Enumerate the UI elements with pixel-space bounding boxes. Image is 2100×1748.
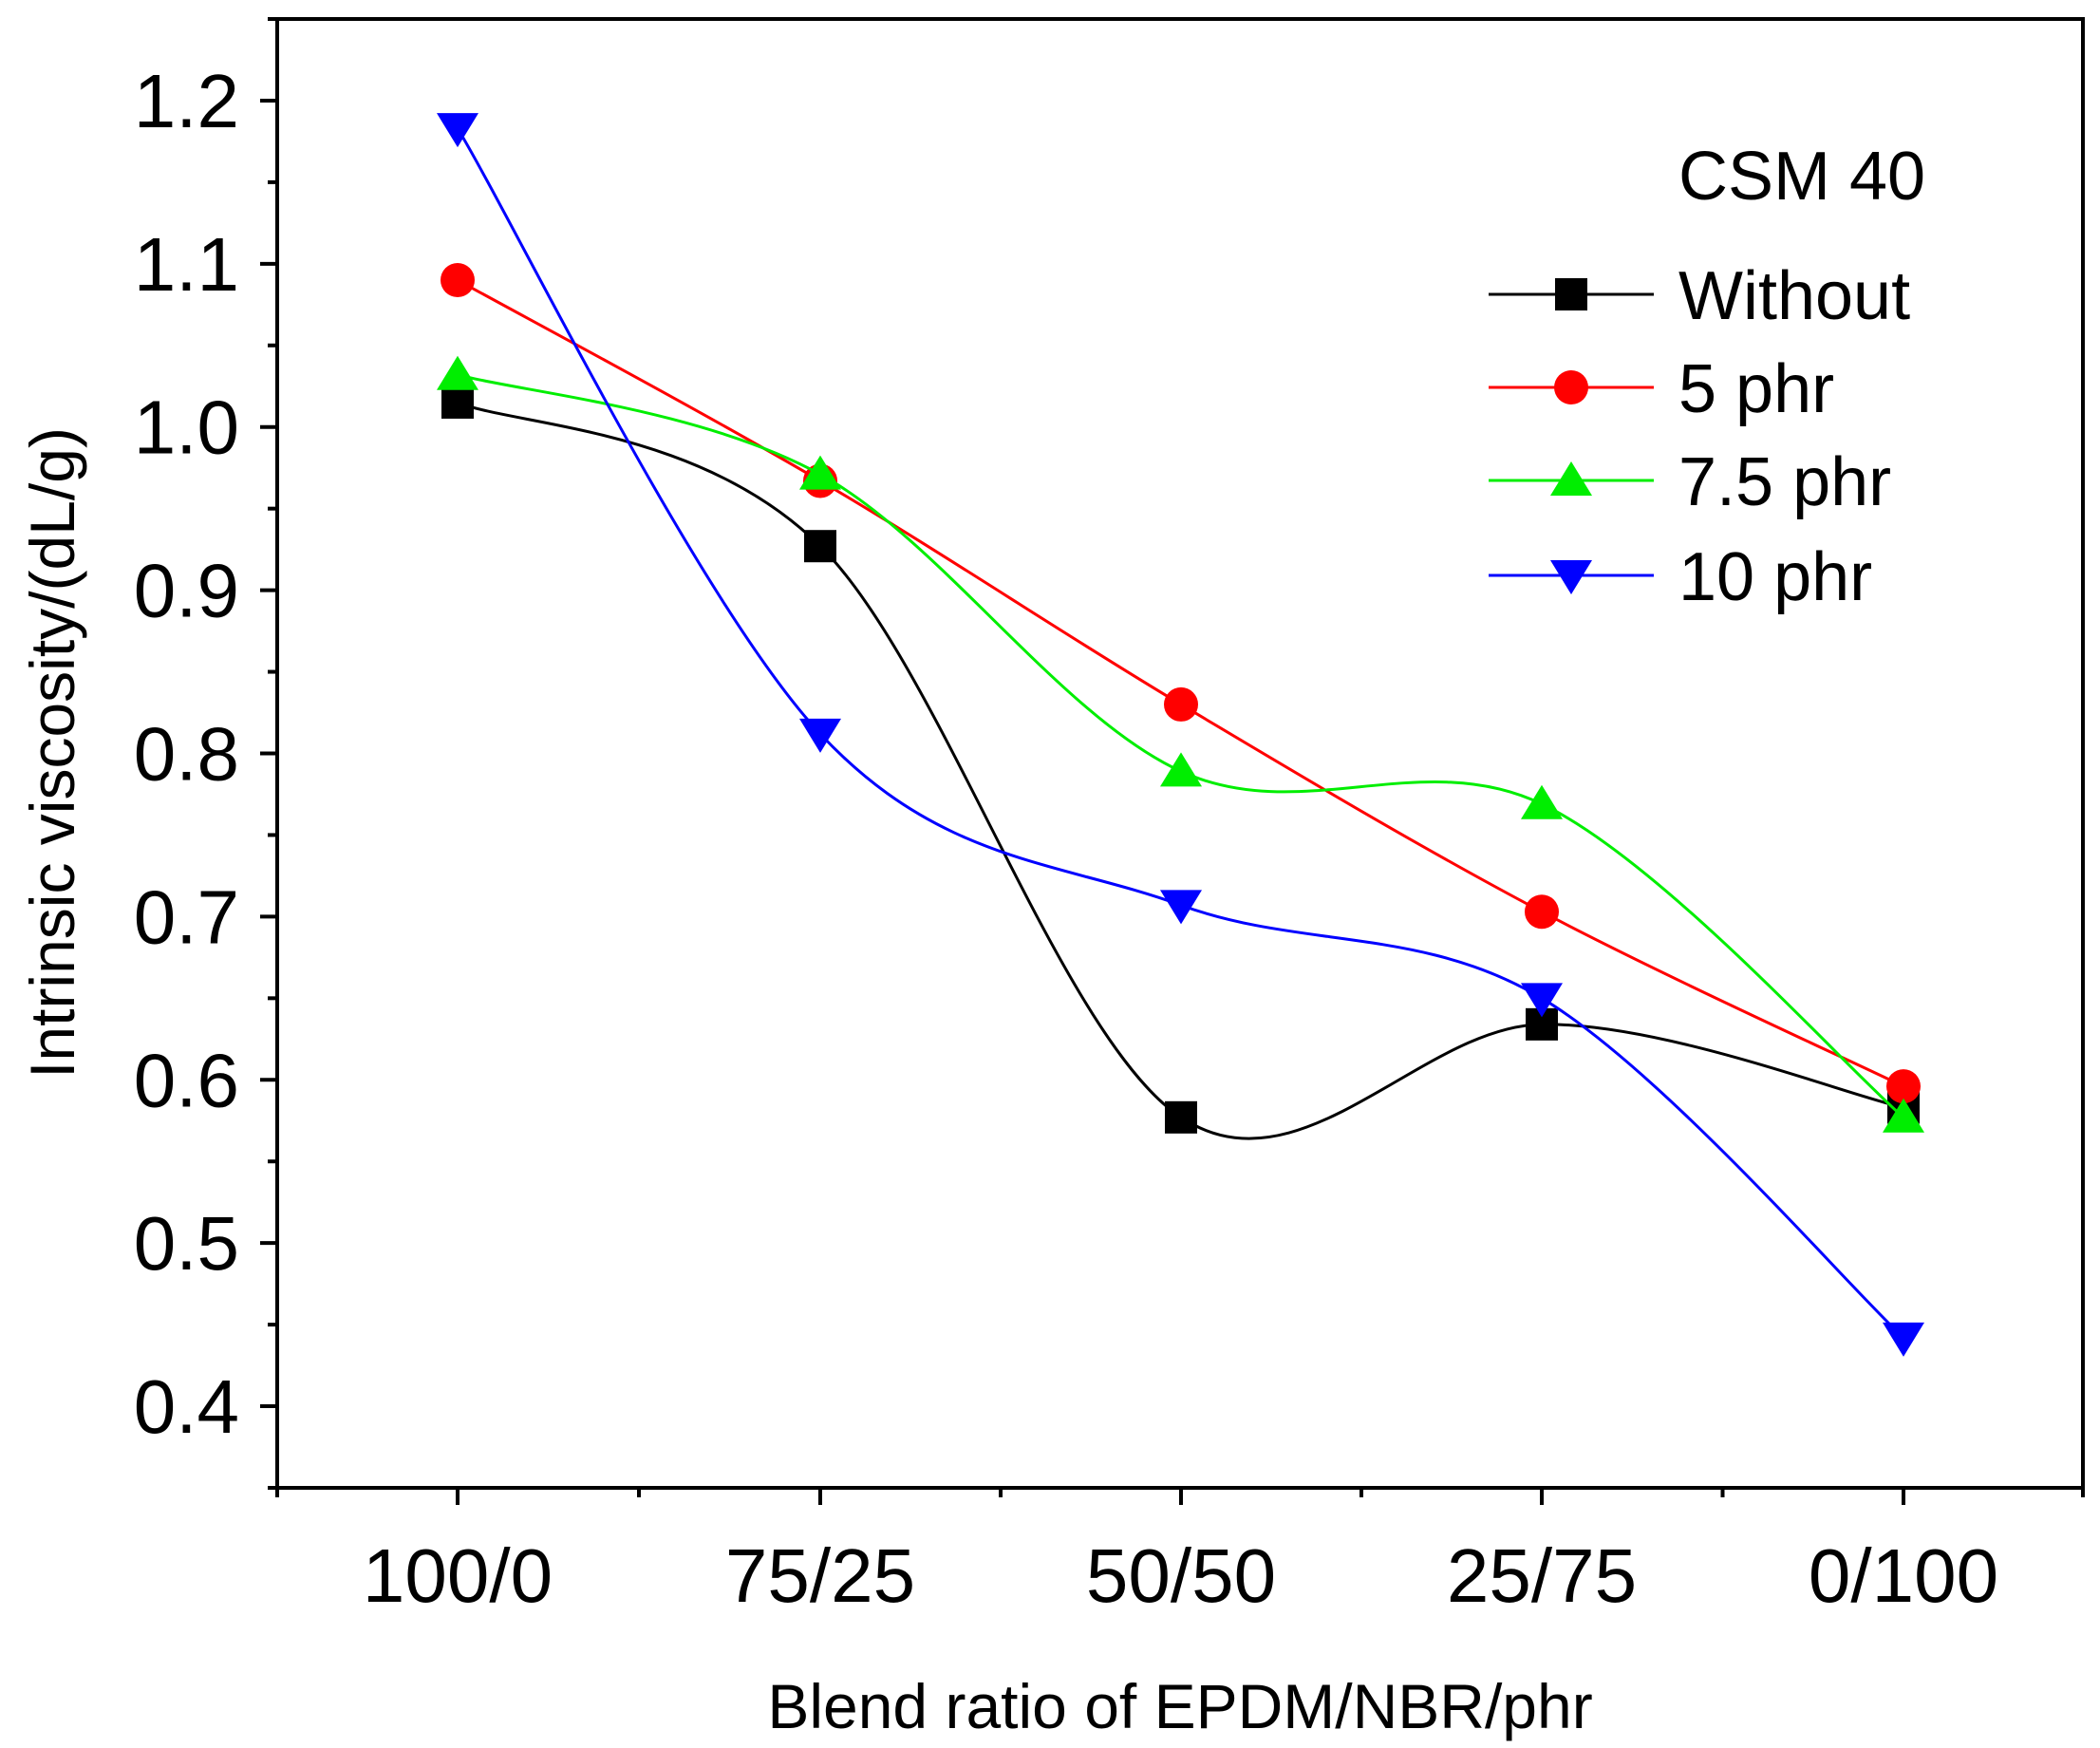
axis-layer: 0.4 0.5 0.6 0.7 0.8 0.9 1.0 1.1 1.2 100/0 75/25 50/… (134, 17, 2085, 1618)
x-tick-label: 100/0 (363, 1533, 553, 1618)
data-point (1165, 1100, 1197, 1134)
y-tick-label: 1.1 (134, 222, 239, 307)
data-point (1883, 1098, 1924, 1133)
series-line (456, 127, 1905, 1339)
y-tick-label: 0.6 (134, 1038, 239, 1122)
plot-frame (275, 17, 2085, 1490)
x-axis-title: Blend ratio of EPDM/NBR/phr (767, 1671, 1592, 1741)
data-point (1160, 752, 1202, 787)
legend-label: 7.5 phr (1678, 444, 1891, 520)
legend-marker (1550, 461, 1592, 496)
y-tick-label: 0.4 (134, 1364, 239, 1449)
y-tick-label: 0.8 (134, 712, 239, 797)
y-tick-label: 0.7 (134, 874, 239, 959)
legend-marker (1550, 560, 1592, 594)
data-point (799, 718, 841, 753)
series-7-5-phr (437, 355, 1924, 1133)
data-point (1160, 890, 1202, 925)
legend-label: 10 phr (1678, 539, 1872, 615)
legend-label: Without (1678, 258, 1910, 334)
data-point (437, 113, 478, 148)
data-point (799, 455, 841, 490)
series-line (457, 401, 1904, 1140)
x-tick-label: 75/25 (725, 1533, 915, 1618)
x-tick-label: 25/75 (1447, 1533, 1637, 1618)
series-10-phr (437, 113, 1924, 1357)
data-point (441, 385, 474, 419)
data-point (804, 530, 836, 563)
data-point (1883, 1322, 1924, 1357)
data-point (1521, 983, 1563, 1018)
series-layer (437, 113, 1924, 1357)
data-point (1886, 1069, 1921, 1104)
legend-marker (1554, 370, 1588, 404)
legend-annotation: CSM 40 (1678, 139, 1925, 215)
x-tick-label: 50/50 (1086, 1533, 1276, 1618)
y-axis-title: Intrinsic viscosity/(dL/g) (17, 427, 87, 1079)
legend-marker (1555, 278, 1587, 310)
y-tick-label: 0.5 (134, 1201, 239, 1286)
y-tick-label: 0.9 (134, 549, 239, 633)
y-tick-label: 1.0 (134, 385, 239, 470)
data-point (1164, 686, 1198, 722)
legend-label: 5 phr (1678, 351, 1834, 427)
data-point (437, 355, 478, 390)
data-point (1525, 894, 1559, 930)
data-point (441, 263, 475, 298)
y-tick-label: 1.2 (134, 59, 239, 143)
data-point (1521, 784, 1563, 819)
x-tick-label: 0/100 (1809, 1533, 1998, 1618)
legend: CSM 40 Without 5 phr 7.5 phr 10 phr (1489, 139, 1925, 615)
